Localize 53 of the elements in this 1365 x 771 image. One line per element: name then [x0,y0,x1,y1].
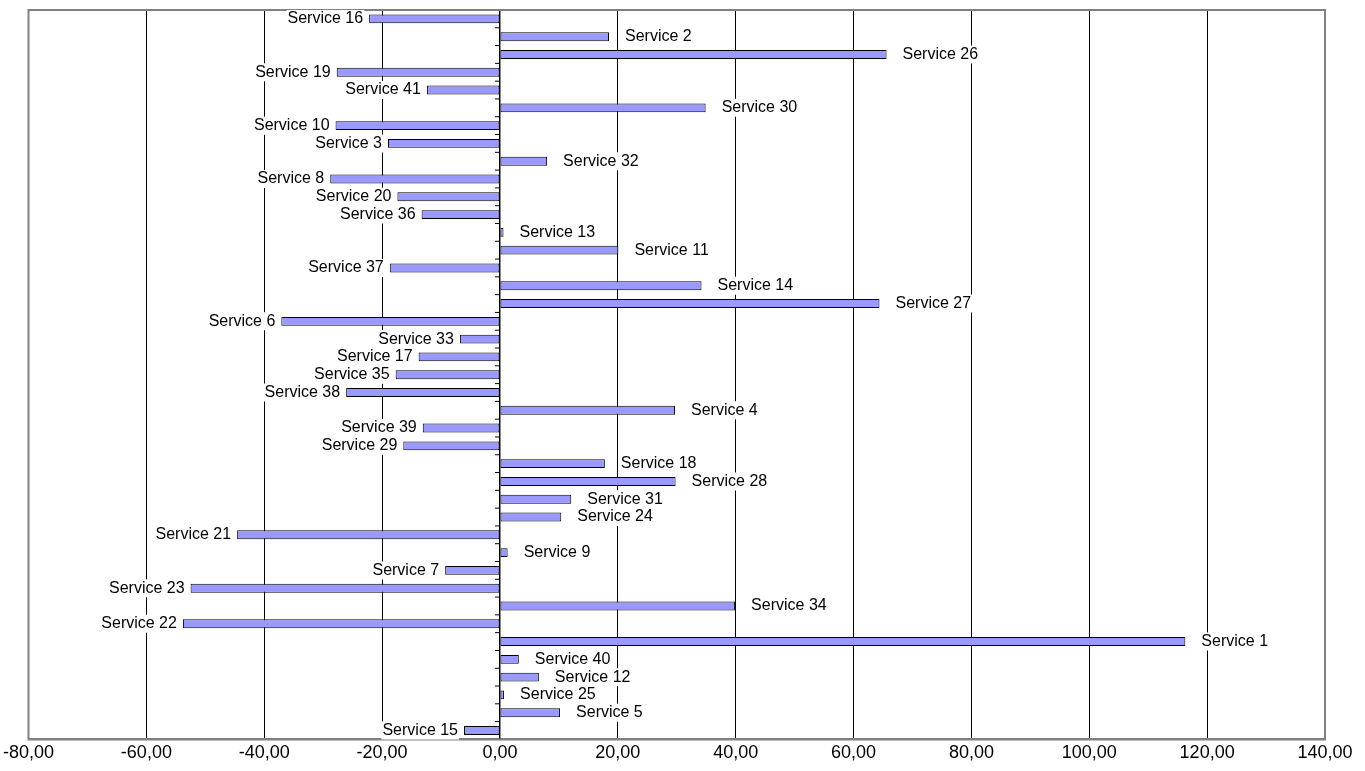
y-tick-label: Service 32 [563,151,639,169]
y-tick-label: Service 20 [315,187,392,205]
x-tick-label: 140,00 [1297,742,1353,763]
y-tick-label: Service 31 [587,489,663,507]
x-tick-label: 80,00 [948,742,994,763]
x-tick-label: 120,00 [1179,742,1235,763]
y-tick-label: Service 30 [721,98,798,116]
y-tick-label: Service 27 [895,293,972,311]
y-tick-label: Service 38 [264,382,341,400]
y-tick-label: Service 41 [345,80,421,98]
y-tick-label: Service 33 [378,329,454,347]
y-tick-label: Service 9 [523,543,591,561]
y-tick-label: Service 16 [287,9,364,27]
y-tick-label: Service 8 [257,169,325,187]
y-tick-label: Service 25 [520,685,596,703]
y-tick-label: Service 35 [314,365,390,383]
y-tick-label: Service 7 [372,560,440,578]
y-tick-label: Service 1 [1201,631,1269,649]
y-tick-label: Service 26 [902,44,979,62]
y-tick-label: Service 19 [255,62,331,80]
x-tick-label: 100,00 [1061,742,1117,763]
y-tick-label: Service 5 [576,703,643,721]
x-tick-label: 40,00 [713,742,759,763]
y-tick-label: Service 12 [554,667,631,685]
y-tick-label: Service 18 [620,454,697,472]
y-tick-label: Service 29 [321,436,398,454]
y-tick-label: Service 21 [155,525,232,543]
y-tick-label: Service 23 [108,578,185,596]
y-tick-label: Service 6 [208,311,276,329]
y-tick-label: Service 11 [634,240,709,258]
y-tick-label: Service 14 [717,276,794,294]
x-tick-label: -80,00 [3,742,55,763]
y-tick-label: Service 28 [691,471,768,489]
y-tick-label: Service 10 [253,116,330,134]
y-tick-label: Service 22 [101,614,178,632]
x-tick-label: -40,00 [238,742,290,763]
x-tick-label: 0,00 [482,742,518,763]
y-tick-label: Service 3 [315,133,383,151]
x-tick-label: 20,00 [595,742,641,763]
y-tick-label: Service 24 [577,507,653,525]
x-tick-label: -20,00 [356,742,408,763]
x-tick-label: -60,00 [120,742,172,763]
y-tick-label: Service 17 [337,347,413,365]
y-tick-label: Service 4 [690,400,758,418]
y-tick-label: Service 40 [534,649,611,667]
y-tick-label: Service 15 [382,720,459,738]
x-tick-label: 60,00 [831,742,877,763]
y-tick-label: Service 39 [341,418,417,436]
y-tick-label: Service 34 [751,596,827,614]
y-tick-label: Service 37 [308,258,384,276]
y-tick-label: Service 36 [339,204,416,222]
y-tick-label: Service 2 [624,27,692,45]
y-tick-label: Service 13 [519,222,596,240]
